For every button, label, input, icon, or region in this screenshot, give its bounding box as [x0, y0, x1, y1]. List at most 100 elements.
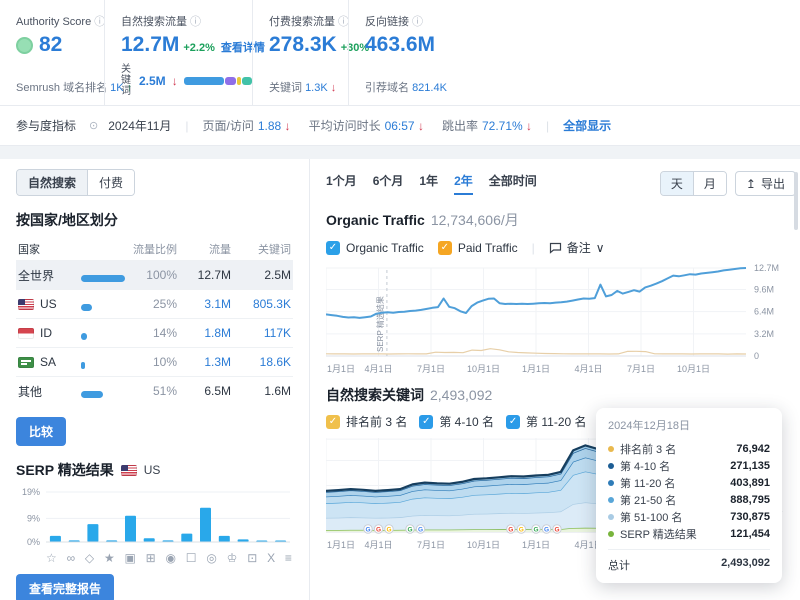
scrollbar-thumb[interactable]: [794, 172, 798, 230]
legend-checkbox[interactable]: ✓ 排名前 3 名: [326, 413, 407, 430]
range-tab[interactable]: 6个月: [372, 174, 404, 188]
tooltip-row: 第 4-10 名 271,135: [608, 457, 770, 474]
up-arrow-icon: ↑: [126, 82, 133, 94]
country-row[interactable]: 其他 51% 6.5M 1.6M: [16, 376, 293, 405]
divider: |: [546, 118, 550, 133]
country-keywords[interactable]: 117K: [263, 326, 291, 340]
metric-value[interactable]: 1.88: [257, 119, 282, 133]
paid-keywords-value[interactable]: 1.3K: [305, 82, 328, 94]
tooltip-value: 271,135: [730, 459, 770, 472]
country-share: 10%: [152, 355, 177, 369]
series-dot: [608, 513, 614, 520]
svg-text:19%: 19%: [22, 487, 40, 497]
range-tab[interactable]: 全部时间: [488, 174, 537, 188]
notes-toggle[interactable]: 备注 ∨: [549, 239, 605, 256]
range-tab[interactable]: 1年: [419, 174, 439, 188]
svg-text:G: G: [386, 527, 391, 534]
ref-domains-value[interactable]: 821.4K: [412, 82, 447, 94]
legend-checkbox[interactable]: ✓ 第 11-20 名: [506, 413, 587, 430]
tab-paid[interactable]: 付费: [87, 170, 135, 195]
authority-score-value: 82: [39, 33, 63, 56]
country-label: 其他: [18, 384, 43, 399]
metric-label: 跳出率: [441, 119, 478, 133]
paid-traffic-card: 付费搜索流量 ⓘ 278.3K +30% 关键词 1.3K ↓: [252, 0, 369, 105]
id-flag-icon: [18, 327, 34, 339]
keywords-count[interactable]: 2.5M: [139, 73, 166, 88]
svg-text:9%: 9%: [27, 513, 40, 523]
checkbox-icon: ✓: [326, 414, 340, 429]
svg-text:10月1日: 10月1日: [467, 540, 500, 550]
svg-text:7月1日: 7月1日: [417, 364, 445, 374]
organic-traffic-line-chart[interactable]: 1月1日 4月1日 7月1日 10月1日 1月1日 4月1日 7月1日 10月1日 12.7M 9…: [325, 260, 796, 378]
legend-label: 第 4-10 名: [439, 415, 495, 429]
compare-button[interactable]: 比较: [16, 417, 67, 446]
organic-chart-title: Organic Traffic: [326, 212, 425, 228]
organic-chart-subtitle: 12,734,606/月: [430, 212, 519, 228]
serp-bar-chart[interactable]: 19% 9% 0%: [16, 484, 294, 548]
tooltip-label: 第 4-10 名: [620, 460, 671, 473]
divider: |: [185, 118, 189, 133]
metric-value[interactable]: 72.71%: [481, 119, 523, 133]
metric-label: 页面/访问: [202, 119, 254, 133]
series-dot: [608, 462, 614, 469]
keywords-intent-bar[interactable]: [183, 76, 252, 85]
svg-text:1月1日: 1月1日: [327, 364, 355, 374]
country-traffic[interactable]: 1.8M: [204, 326, 231, 340]
backlinks-value[interactable]: 463.6M: [365, 33, 436, 56]
country-row[interactable]: 全世界 100% 12.7M 2.5M: [16, 260, 293, 289]
show-all-link[interactable]: 全部显示: [563, 119, 612, 133]
country-traffic[interactable]: 3.1M: [204, 297, 231, 311]
serp-title: SERP 精选结果: [16, 462, 114, 478]
country-row[interactable]: US 25% 3.1M 805.3K: [16, 289, 293, 318]
serp-feature-icon: ▣: [124, 551, 136, 565]
info-icon[interactable]: ⓘ: [190, 16, 201, 28]
organic-traffic-value[interactable]: 12.7M: [121, 33, 180, 56]
metric-value[interactable]: 06:57: [384, 119, 415, 133]
info-icon[interactable]: ⓘ: [94, 16, 106, 28]
granularity-月[interactable]: 月: [692, 172, 726, 195]
tooltip-label: 第 51-100 名: [620, 511, 683, 524]
country-name: SA: [18, 355, 81, 369]
legend-checkbox[interactable]: ✓ Paid Traffic: [437, 240, 518, 255]
info-icon[interactable]: ⓘ: [338, 16, 349, 28]
country-label: US: [40, 297, 57, 311]
country-keywords[interactable]: 805.3K: [252, 297, 291, 311]
info-icon[interactable]: ⓘ: [412, 16, 423, 28]
countries-table-header: 国家 流量比例 流量 关键词: [16, 238, 293, 260]
full-report-button[interactable]: 查看完整报告: [16, 574, 115, 600]
svg-text:10月1日: 10月1日: [677, 364, 710, 374]
country-row[interactable]: ID 14% 1.8M 117K: [16, 318, 293, 347]
svg-text:4月1日: 4月1日: [364, 540, 392, 550]
view-details-link[interactable]: 查看详情: [220, 42, 265, 54]
range-tab[interactable]: 2年: [454, 172, 473, 195]
keyword-bar-segment: [236, 76, 241, 85]
clock-icon: ⊙: [89, 120, 99, 132]
country-label: ID: [40, 326, 52, 340]
checkbox-icon: ✓: [326, 240, 340, 255]
legend-checkbox[interactable]: ✓ 第 4-10 名: [419, 413, 494, 430]
series-dot: [608, 445, 614, 452]
chevron-down-icon: ∨: [595, 240, 605, 255]
granularity-toggle: 天月: [659, 171, 727, 196]
paid-traffic-value[interactable]: 278.3K: [269, 33, 337, 56]
tooltip-label: SERP 精选结果: [620, 528, 697, 541]
checkbox-icon: ✓: [506, 414, 521, 429]
keywords-vertical-label: 关键词: [121, 64, 131, 97]
svg-text:G: G: [519, 527, 524, 534]
granularity-天[interactable]: 天: [660, 172, 693, 195]
legend-label: Paid Traffic: [457, 240, 518, 255]
export-button[interactable]: ↥ 导出: [734, 171, 796, 196]
range-tab[interactable]: 1个月: [326, 174, 357, 188]
metric-label: 平均访问时长: [308, 119, 381, 133]
domain-rank-value[interactable]: 1K: [110, 82, 124, 94]
engagement-metric: 页面/访问 1.88 ↓: [203, 117, 291, 134]
legend-checkbox[interactable]: ✓ Organic Traffic: [326, 240, 424, 255]
country-traffic[interactable]: 1.3M: [204, 355, 231, 369]
tab-organic[interactable]: 自然搜索: [17, 170, 88, 195]
backlinks-label: 反向链接: [365, 16, 409, 28]
svg-text:G: G: [365, 527, 370, 534]
country-row[interactable]: SA 10% 1.3M 18.6K: [16, 347, 293, 376]
svg-text:0%: 0%: [27, 537, 40, 547]
tooltip-row: 第 21-50 名 888,795: [608, 491, 770, 508]
country-keywords[interactable]: 18.6K: [259, 355, 291, 369]
